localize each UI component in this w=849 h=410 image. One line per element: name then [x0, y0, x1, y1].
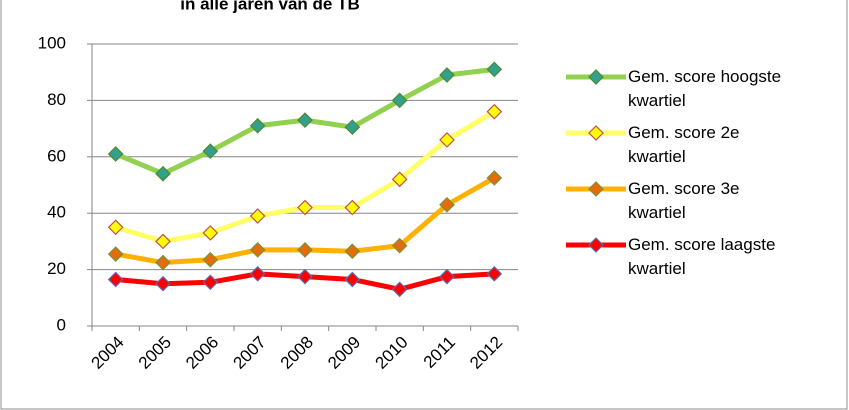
x-tick-label: 2011 — [420, 333, 459, 372]
data-marker — [297, 242, 313, 258]
legend-marker — [588, 69, 604, 85]
data-marker — [439, 268, 455, 285]
x-tick-label: 2012 — [466, 333, 506, 373]
legend-marker — [588, 237, 604, 253]
data-marker — [249, 242, 266, 258]
data-marker — [297, 268, 313, 285]
data-marker — [249, 208, 266, 224]
data-marker — [249, 265, 266, 282]
data-marker — [391, 171, 408, 188]
data-marker — [202, 143, 219, 160]
data-marker — [344, 119, 361, 136]
data-marker — [202, 225, 219, 241]
data-marker — [155, 233, 171, 250]
x-tick-label: 2007 — [229, 333, 269, 373]
data-marker — [486, 61, 503, 78]
x-tick-label: 2008 — [277, 333, 317, 373]
data-marker — [344, 271, 361, 288]
data-marker — [391, 237, 408, 254]
y-tick-label: 100 — [38, 33, 66, 52]
x-tick-label: 2010 — [371, 333, 411, 373]
data-marker — [344, 243, 361, 260]
data-marker — [155, 275, 171, 292]
data-marker — [439, 196, 455, 213]
legend-label: Gem. score hoogste kwartiel — [628, 67, 782, 110]
legend-label: Gem. score 2e kwartiel — [628, 123, 740, 166]
data-marker — [486, 103, 503, 120]
data-marker — [486, 265, 503, 282]
x-tick-label: 2009 — [324, 333, 364, 373]
y-tick-label: 60 — [47, 146, 66, 165]
data-marker — [155, 254, 171, 271]
y-tick-label: 0 — [57, 315, 66, 334]
data-marker — [391, 92, 408, 109]
legend-label: Gem. score laagste kwartiel — [628, 235, 776, 278]
data-marker — [439, 67, 455, 83]
y-tick-label: 20 — [47, 259, 66, 278]
x-tick-label: 2005 — [135, 333, 175, 373]
data-marker — [439, 132, 455, 148]
chart-title: in alle jaren van de TB — [180, 0, 360, 13]
series-line — [114, 109, 496, 244]
data-marker — [107, 246, 124, 262]
legend-marker — [588, 125, 604, 141]
legend-label: Gem. score 3e kwartiel — [628, 179, 740, 222]
y-tick-label: 80 — [47, 90, 66, 109]
data-marker — [486, 170, 503, 186]
data-marker — [391, 281, 408, 298]
data-marker — [107, 146, 124, 162]
data-marker — [107, 219, 124, 236]
x-tick-label: 2004 — [87, 333, 127, 373]
data-marker — [107, 271, 124, 288]
data-marker — [155, 165, 171, 182]
data-marker — [297, 112, 313, 128]
data-marker — [297, 199, 313, 216]
y-tick-label: 40 — [47, 203, 66, 222]
data-marker — [202, 274, 219, 291]
x-tick-label: 2006 — [182, 333, 222, 373]
data-marker — [249, 117, 266, 134]
data-marker — [202, 251, 219, 268]
data-marker — [344, 199, 361, 216]
legend-marker — [588, 181, 604, 197]
